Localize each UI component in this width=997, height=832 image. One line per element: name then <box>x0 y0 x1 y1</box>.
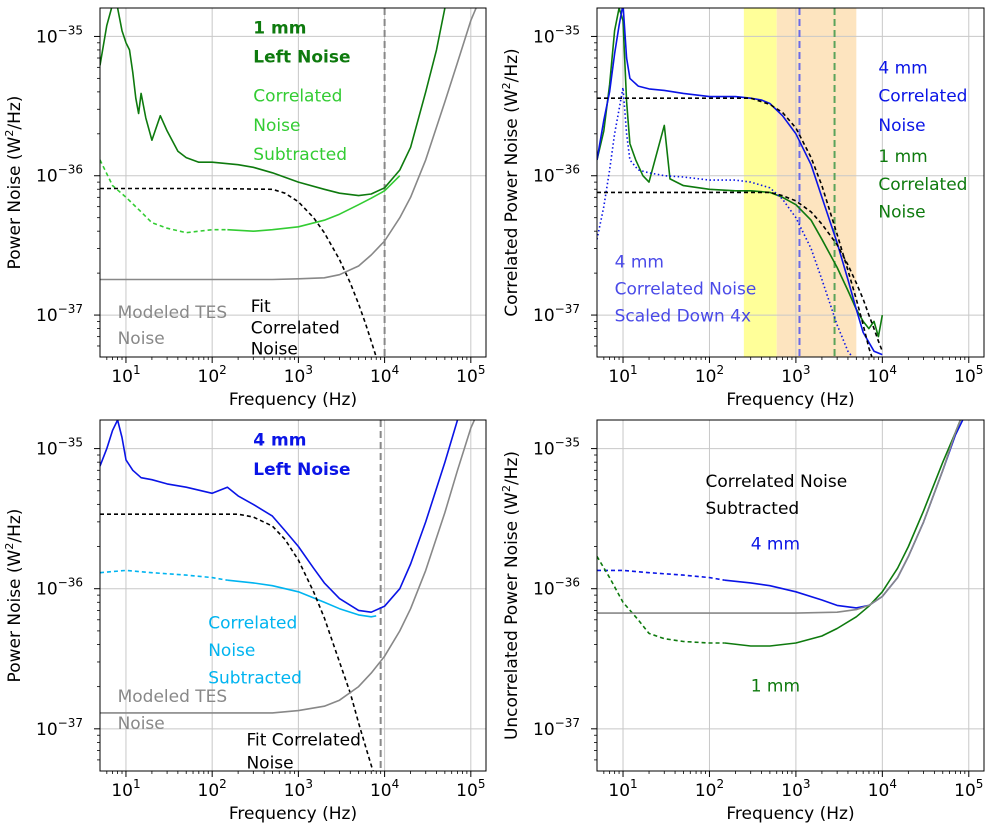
annotation-p4-4: 1 mm <box>751 676 800 696</box>
plot-area <box>597 8 984 357</box>
x-tick-label: 101 <box>111 363 140 387</box>
y-axis-label: Uncorrelated Power Noise (W2/Hz) <box>500 451 522 740</box>
annotation-p1-5: Subtracted <box>253 145 347 165</box>
annotation-p2-7: 4 mm <box>615 252 664 272</box>
series-line-3 <box>227 579 377 618</box>
annotation-p4-2: Subtracted <box>706 499 800 519</box>
x-tick-label: 103 <box>781 363 810 387</box>
y-tick-label: 10−36 <box>533 163 580 187</box>
annotation-p1-9: Correlated <box>251 318 340 338</box>
annotation-p2-9: Scaled Down 4x <box>615 306 751 326</box>
series-line-1 <box>100 8 446 197</box>
annotation-p2-2: Correlated <box>878 87 967 107</box>
annotation-p3-7: Noise <box>118 714 165 734</box>
x-axis-label: Frequency (Hz) <box>229 390 357 410</box>
series-line-2 <box>100 159 228 234</box>
annotation-p3-4: Noise <box>208 641 255 661</box>
x-tick-label: 104 <box>868 363 897 387</box>
annotation-p2-5: Correlated <box>878 175 967 195</box>
y-tick-label: 10−35 <box>36 436 83 460</box>
y-tick-label: 10−37 <box>36 716 83 740</box>
series-line-4 <box>100 513 374 771</box>
annotation-p1-1: 1 mm <box>253 18 306 38</box>
annotation-p2-3: Noise <box>878 116 925 136</box>
annotation-p1-6: Modeled TES <box>118 303 228 323</box>
annotation-p3-3: Correlated <box>208 614 297 634</box>
annotation-p1-7: Noise <box>118 329 165 349</box>
x-axis-label: Frequency (Hz) <box>229 804 357 824</box>
series-line-5 <box>597 191 884 352</box>
annotation-p3-6: Modeled TES <box>118 687 228 707</box>
y-axis-label: Correlated Power Noise (W2/Hz) <box>500 48 522 316</box>
x-tick-label: 103 <box>284 363 313 387</box>
annotation-p2-4: 1 mm <box>878 147 927 167</box>
series-line-2 <box>100 569 228 581</box>
series-line-3 <box>597 555 725 644</box>
chart-panel-p3: 101 102 103 104 105 10−37 10−36 10−35 Frequency … <box>3 419 487 824</box>
x-tick-label: 104 <box>868 777 897 801</box>
annotation-p1-3: Correlated <box>253 87 342 107</box>
y-tick-label: 10−35 <box>533 436 580 460</box>
series-line-1 <box>597 569 725 581</box>
annotation-p3-2: Left Noise <box>253 460 350 480</box>
x-tick-label: 102 <box>695 777 724 801</box>
annotation-p4-3: 4 mm <box>751 535 800 555</box>
frequency-band-1 <box>743 8 777 357</box>
annotation-p1-4: Noise <box>253 116 300 136</box>
x-tick-label: 101 <box>111 777 140 801</box>
annotation-p3-9: Noise <box>246 754 293 774</box>
chart-panel-p4: 101 102 103 104 105 10−37 10−36 10−35 Frequency … <box>500 419 985 824</box>
y-tick-label: 10−35 <box>36 23 83 47</box>
x-tick-label: 102 <box>198 777 227 801</box>
x-tick-label: 103 <box>781 777 810 801</box>
plot-area <box>597 420 984 771</box>
series-line-4 <box>100 187 377 357</box>
y-tick-label: 10−37 <box>533 716 580 740</box>
x-tick-label: 104 <box>370 777 399 801</box>
y-tick-label: 10−37 <box>533 302 580 326</box>
annotation-p3-8: Fit Correlated <box>246 731 360 751</box>
x-axis-label: Frequency (Hz) <box>726 804 854 824</box>
y-axis-label: Power Noise (W2/Hz) <box>3 96 25 270</box>
series-line-1 <box>100 420 459 613</box>
x-tick-label: 103 <box>284 777 313 801</box>
series-line-5 <box>100 420 476 714</box>
x-tick-label: 105 <box>456 363 485 387</box>
series-line-5 <box>597 420 962 614</box>
y-tick-label: 10−36 <box>36 163 83 187</box>
x-tick-label: 105 <box>954 363 983 387</box>
x-tick-label: 102 <box>198 363 227 387</box>
x-tick-label: 101 <box>608 777 637 801</box>
chart-panel-p2: 101 102 103 104 105 10−37 10−36 10−35 Frequency … <box>500 7 985 410</box>
annotation-p1-2: Left Noise <box>253 48 350 68</box>
y-tick-label: 10−35 <box>533 23 580 47</box>
series-line-3 <box>227 175 401 232</box>
x-tick-label: 105 <box>954 777 983 801</box>
x-axis-label: Frequency (Hz) <box>726 390 854 410</box>
chart-panel-p1: 101 102 103 104 105 10−37 10−36 10−35 Frequency … <box>3 7 487 410</box>
y-axis-label: Power Noise (W2/Hz) <box>3 509 25 683</box>
annotation-p4-1: Correlated Noise <box>706 472 848 492</box>
annotation-p3-1: 4 mm <box>253 431 306 451</box>
annotation-p2-6: Noise <box>878 203 925 223</box>
annotation-p1-8: Fit <box>251 297 271 317</box>
annotation-p1-10: Noise <box>251 340 298 360</box>
annotation-p2-1: 4 mm <box>878 59 927 79</box>
x-tick-label: 102 <box>695 363 724 387</box>
y-tick-label: 10−36 <box>533 576 580 600</box>
series-line-2 <box>597 8 883 356</box>
x-tick-label: 104 <box>370 363 399 387</box>
series-line-5 <box>100 8 477 281</box>
x-tick-label: 101 <box>608 363 637 387</box>
plot-area <box>100 8 486 357</box>
annotation-p2-8: Correlated Noise <box>615 280 757 300</box>
annotation-p3-5: Subtracted <box>208 669 302 689</box>
plot-area <box>100 420 486 771</box>
y-tick-label: 10−37 <box>36 302 83 326</box>
y-tick-label: 10−36 <box>36 576 83 600</box>
x-tick-label: 105 <box>456 777 485 801</box>
